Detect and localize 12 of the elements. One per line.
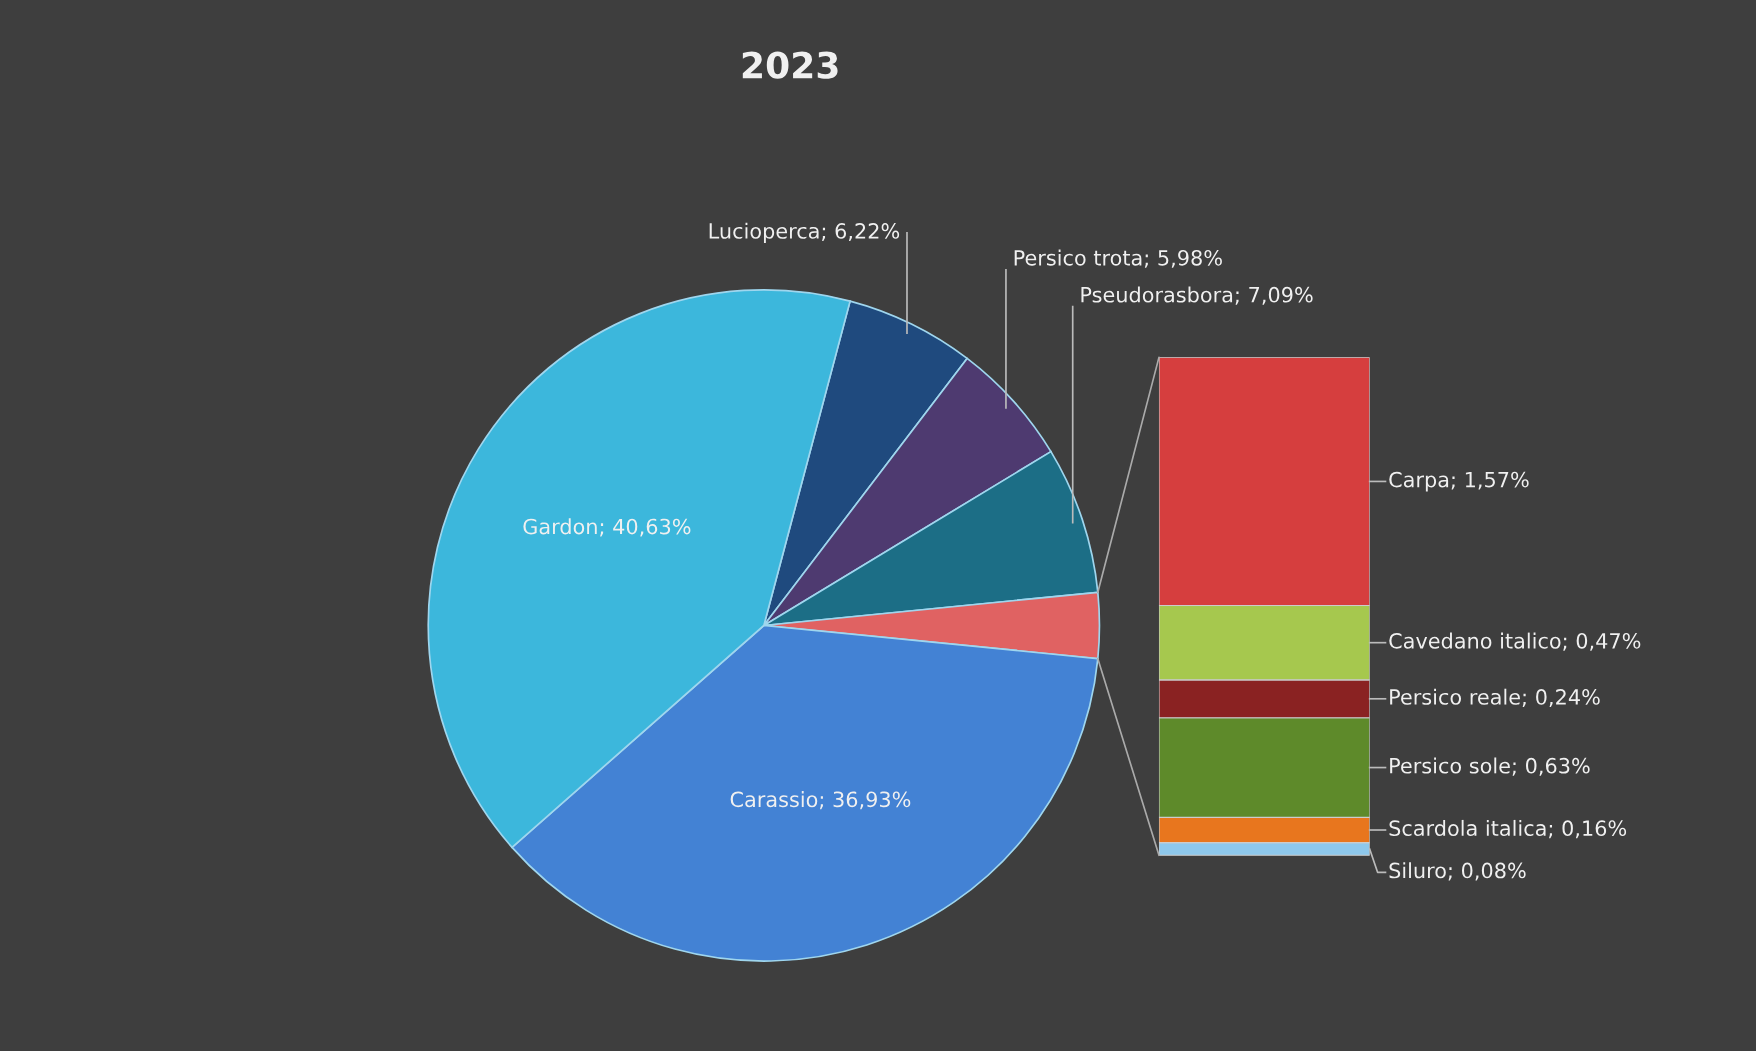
slice-label: Persico trota; 5,98%: [1014, 249, 1222, 268]
data-label: Siluro; 0,08%: [1389, 862, 1526, 881]
slice-label: Gardon; 40,63%: [523, 518, 691, 537]
slice-label: Pseudorasbora; 7,09%: [1081, 286, 1313, 305]
data-label: Carpa; 1,57%: [1389, 471, 1529, 492]
data-label: Cavedano italico; 0,47%: [1389, 632, 1641, 651]
slice-label: Lucioperca; 6,22%: [709, 222, 900, 243]
chart-title: 2023: [742, 51, 838, 79]
data-label: Scardola italica; 0,16%: [1389, 819, 1627, 839]
data-label: Persico reale; 0,24%: [1390, 688, 1600, 707]
slice-label: Carassio; 36,93%: [730, 791, 911, 810]
data-label: Persico sole; 0,63%: [1390, 757, 1590, 776]
